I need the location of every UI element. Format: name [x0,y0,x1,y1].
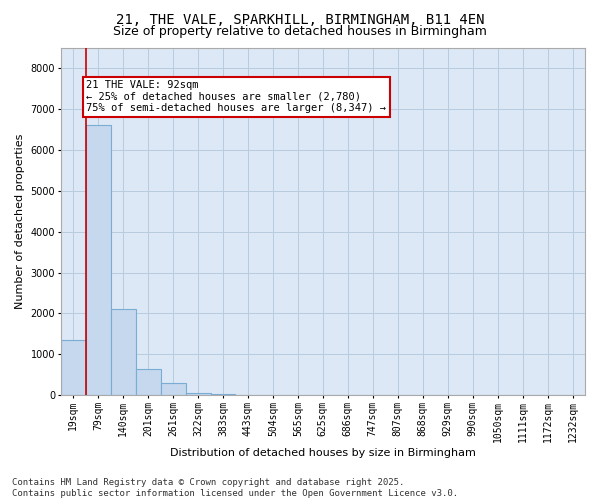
Bar [211,394,235,396]
Text: 21, THE VALE, SPARKHILL, BIRMINGHAM, B11 4EN: 21, THE VALE, SPARKHILL, BIRMINGHAM, B11… [116,12,484,26]
Text: Contains HM Land Registry data © Crown copyright and database right 2025.
Contai: Contains HM Land Registry data © Crown c… [12,478,458,498]
Bar [161,383,185,396]
Text: 21 THE VALE: 92sqm
← 25% of detached houses are smaller (2,780)
75% of semi-deta: 21 THE VALE: 92sqm ← 25% of detached hou… [86,80,386,114]
Y-axis label: Number of detached properties: Number of detached properties [15,134,25,309]
X-axis label: Distribution of detached houses by size in Birmingham: Distribution of detached houses by size … [170,448,476,458]
Bar [110,310,136,396]
Text: Size of property relative to detached houses in Birmingham: Size of property relative to detached ho… [113,25,487,38]
Bar [136,368,161,396]
Bar [61,340,86,396]
Bar [185,393,211,396]
Bar [86,125,110,396]
